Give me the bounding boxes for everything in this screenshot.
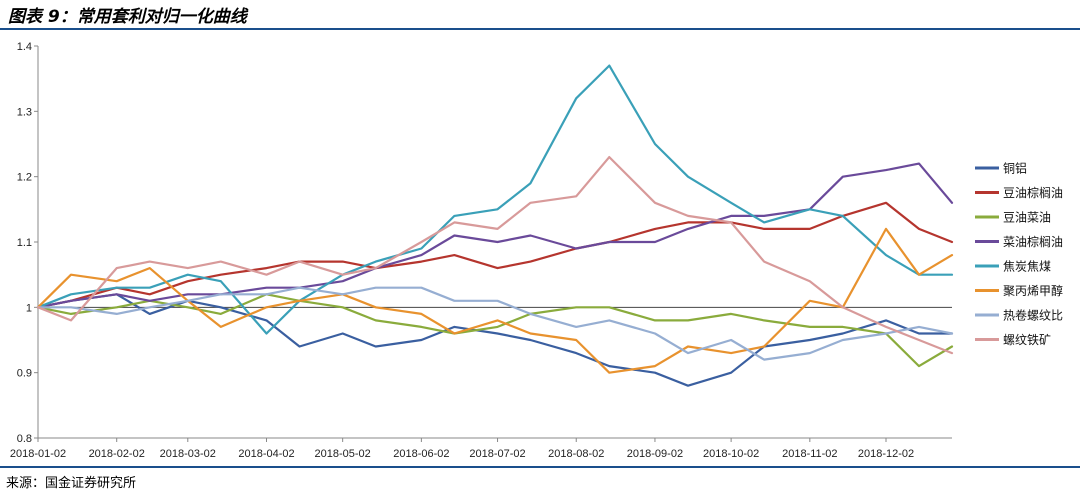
figure-title: 图表 9：常用套利对归一化曲线 [8, 7, 247, 27]
x-tick-label: 2018-08-02 [548, 448, 604, 460]
x-tick-label: 2018-05-02 [315, 448, 371, 460]
bottom-rule [0, 466, 1080, 468]
y-tick-label: 0.9 [17, 368, 32, 380]
series-line-8 [36, 155, 954, 355]
line-chart: 0.8 0.9 1 1.1 1.2 1.3 1.4 2018-01-02 2018-02-02… [10, 41, 1063, 460]
series-layer [36, 64, 954, 387]
x-tick-label: 2018-11-02 [782, 448, 837, 460]
source-note: 来源：国金证券研究所 [6, 476, 137, 491]
x-tick-label: 2018-12-02 [858, 448, 914, 460]
x-tick-label: 2018-01-02 [10, 448, 66, 460]
legend-label: 豆油棕榈油 [1003, 185, 1063, 200]
x-tick-label: 2018-07-02 [469, 448, 525, 460]
series-line-7 [36, 286, 954, 361]
x-tick-label: 2018-10-02 [703, 448, 759, 460]
series-line-3 [36, 293, 954, 368]
x-tick-label: 2018-04-02 [238, 448, 294, 460]
x-tick-label: 2018-03-02 [160, 448, 216, 460]
title-rule [0, 28, 1080, 30]
legend-label: 菜油棕榈油 [1003, 234, 1063, 249]
x-tick-label: 2018-06-02 [393, 448, 449, 460]
legend-label: 螺纹铁矿 [1003, 333, 1051, 347]
series-line-2 [36, 201, 954, 309]
legend-label: 豆油菜油 [1003, 211, 1051, 225]
y-tick-label: 1.3 [17, 106, 32, 118]
series-line-1 [36, 293, 954, 387]
legend-label: 铜铝 [1003, 161, 1027, 176]
y-tick-label: 0.8 [17, 433, 32, 445]
x-axis: 2018-01-02 2018-02-02 2018-03-02 2018-04-02… [10, 437, 952, 460]
y-axis: 0.8 0.9 1 1.1 1.2 1.3 1.4 [17, 41, 952, 445]
series-line-5 [36, 64, 954, 335]
legend-label: 热卷螺纹比 [1003, 308, 1063, 323]
y-tick-label: 1 [26, 302, 32, 314]
x-tick-label: 2018-09-02 [627, 448, 683, 460]
y-tick-label: 1.1 [17, 237, 32, 249]
legend-label: 焦炭焦煤 [1003, 260, 1051, 274]
y-tick-label: 1.4 [17, 41, 32, 53]
legend-label: 聚丙烯甲醇 [1003, 283, 1063, 298]
y-tick-label: 1.2 [17, 172, 32, 184]
x-tick-label: 2018-02-02 [89, 448, 145, 460]
